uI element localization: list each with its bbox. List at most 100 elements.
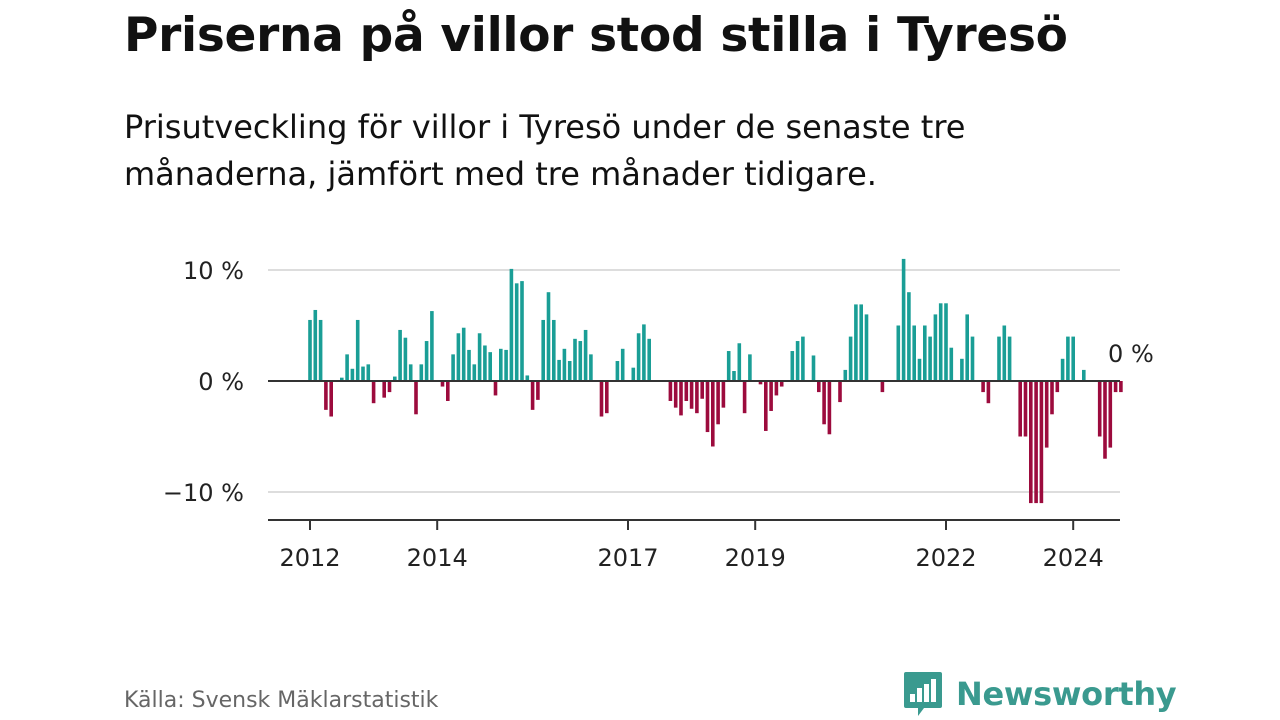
bar [472, 364, 477, 381]
bar [382, 381, 386, 398]
bar [748, 354, 752, 381]
bar [318, 319, 323, 381]
gridlines [268, 269, 1120, 493]
bar [801, 336, 805, 381]
bar [779, 381, 784, 387]
bar [907, 292, 911, 381]
bar [398, 329, 402, 381]
bar-chart: 10 % 0 % −10 % 2012 2014 2017 2019 2022 2024 0 % [163, 257, 1154, 572]
bar [923, 325, 927, 381]
x-tick-label: 2017 [597, 544, 658, 572]
bar [700, 381, 704, 399]
x-tick-label: 2019 [725, 544, 786, 572]
bar [764, 381, 768, 431]
bar [552, 319, 556, 381]
brand-name: Newsworthy [956, 675, 1177, 713]
bar [345, 354, 349, 381]
brand-logo[interactable]: Newsworthy [902, 670, 1177, 718]
bar [647, 338, 651, 381]
y-tick-label: 10 % [183, 257, 244, 285]
bar [864, 314, 869, 381]
bar [631, 367, 636, 381]
bar [461, 327, 466, 381]
bar [536, 381, 540, 400]
bar [430, 311, 434, 381]
bar [758, 381, 763, 385]
bar [615, 361, 620, 381]
bar [467, 349, 471, 381]
bar [493, 381, 498, 396]
bar [419, 364, 424, 381]
bar [350, 368, 355, 381]
bar [711, 381, 715, 447]
bar [938, 303, 943, 381]
bar [1097, 381, 1102, 437]
bar [562, 348, 567, 381]
bar [578, 341, 583, 381]
bar [424, 341, 429, 381]
bar [1082, 369, 1086, 381]
y-tick-label: −10 % [163, 479, 244, 507]
bar [822, 381, 826, 425]
bar [355, 319, 360, 381]
bar [642, 324, 646, 381]
bar [695, 381, 699, 414]
bar [483, 345, 487, 381]
bar [970, 336, 975, 381]
bar [589, 354, 593, 381]
bar [1103, 381, 1107, 459]
bar [774, 381, 779, 396]
axes: 10 % 0 % −10 % 2012 2014 2017 2019 2022 2024 [163, 257, 1120, 572]
bar [451, 354, 455, 381]
bar [928, 336, 932, 381]
bar [387, 381, 392, 393]
bar [684, 381, 689, 401]
bar [843, 369, 848, 381]
bar [583, 329, 588, 381]
bar [371, 381, 376, 404]
bar [811, 355, 816, 381]
bar [965, 314, 969, 381]
bar [901, 258, 906, 381]
bar [817, 381, 821, 393]
bar [896, 325, 901, 381]
bar [726, 351, 731, 381]
bar [557, 359, 561, 381]
bar [414, 381, 418, 415]
bar [689, 381, 694, 409]
bar [488, 352, 492, 381]
bar [933, 314, 938, 381]
bar [838, 381, 842, 403]
bar [1018, 381, 1022, 437]
bar [827, 381, 832, 435]
bar [509, 268, 514, 381]
bar [340, 377, 344, 381]
chart-subtitle: Prisutveckling för villor i Tyresö under… [124, 108, 966, 193]
bar [742, 381, 747, 414]
bar [1071, 336, 1075, 381]
bar [313, 309, 318, 381]
bar [673, 381, 678, 408]
bar [944, 303, 948, 381]
bar [573, 338, 577, 381]
bar [620, 348, 625, 381]
bar [599, 381, 604, 417]
bar [981, 381, 985, 393]
y-tick-label: 0 % [198, 368, 244, 396]
bar [403, 337, 408, 381]
bar [1002, 325, 1007, 381]
bar [1039, 381, 1044, 504]
bar [520, 281, 524, 381]
bar [1050, 381, 1054, 415]
bar [1023, 381, 1028, 437]
bar [504, 349, 508, 381]
bar [1034, 381, 1038, 504]
source-note: Källa: Svensk Mäklarstatistik [124, 688, 439, 713]
bar [795, 341, 800, 381]
bar [668, 381, 673, 401]
x-tick-label: 2024 [1043, 544, 1104, 572]
bar [721, 381, 726, 408]
bar [997, 336, 1001, 381]
bar [790, 351, 795, 381]
bar [716, 381, 720, 425]
